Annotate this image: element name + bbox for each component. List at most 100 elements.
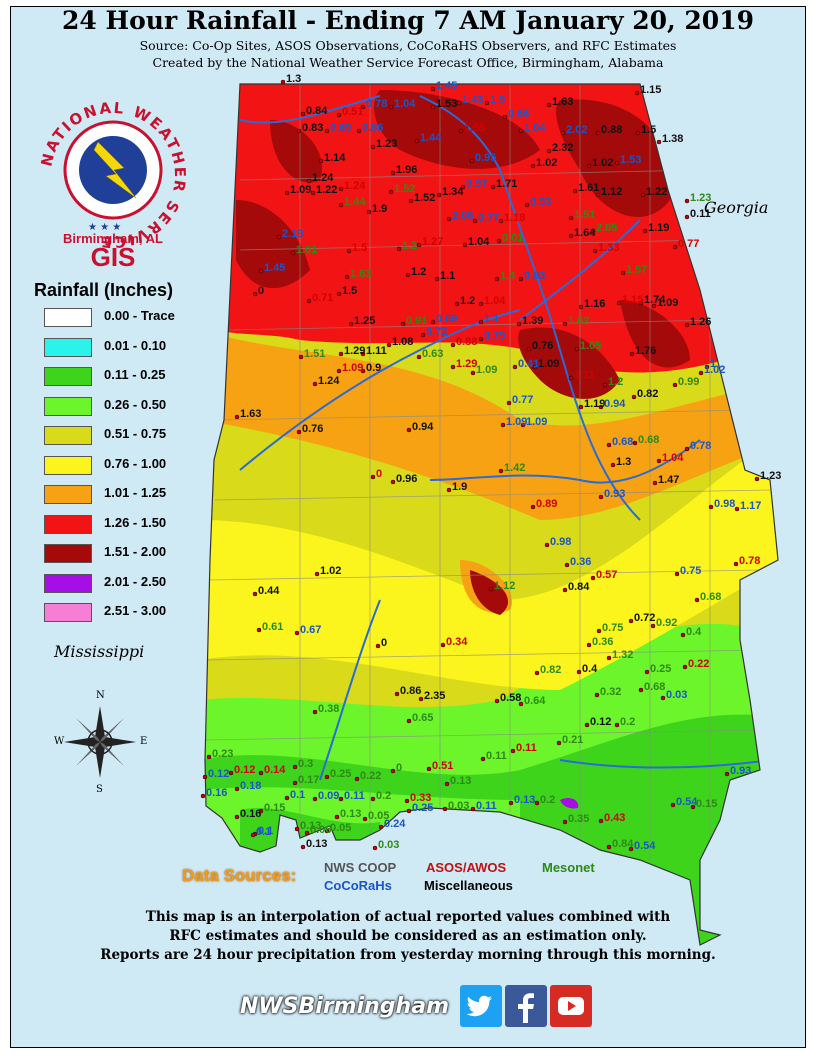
footer-handle: NWSBirmingham [240, 994, 449, 1019]
station-value-label: 0.68 [700, 591, 722, 603]
station-value-label: 1.08 [392, 336, 414, 348]
station-value-label: 0.72 [426, 326, 448, 338]
station-value-label: 1.42 [504, 462, 526, 474]
station-marker [400, 321, 406, 327]
station-marker [568, 375, 574, 381]
station-marker [684, 198, 690, 204]
station-value-label: 1.09 [526, 416, 548, 428]
station-value-label: 0.71 [312, 292, 334, 304]
station-marker [394, 691, 400, 697]
station-value-label: 0.83 [302, 122, 324, 134]
station-value-label: 1.16 [584, 298, 606, 310]
station-value-label: 1.11 [366, 345, 387, 357]
station-value-label: 1.63 [240, 408, 262, 420]
legend-label: 1.01 - 1.25 [104, 485, 167, 500]
station-marker [546, 102, 552, 108]
station-value-label: 0.4 [686, 626, 702, 638]
station-value-label: 0.03 [378, 839, 400, 851]
station-value-label: 0.13 [300, 820, 322, 832]
map-subtitle-source: Source: Co-Op Sites, ASOS Observations, … [139, 38, 677, 53]
station-value-label: 1.02 [320, 565, 342, 577]
station-marker [642, 228, 648, 234]
station-value-label: 2.32 [552, 142, 574, 154]
station-value-label: 0.14 [264, 764, 286, 776]
station-value-label: 0.84 [306, 105, 328, 117]
station-value-label: 0.84 [568, 581, 590, 593]
station-value-label: 2.05 [596, 222, 618, 234]
station-value-label: 0.38 [318, 703, 340, 715]
station-marker [360, 351, 366, 357]
station-value-label: 0.57 [596, 569, 618, 581]
station-marker [312, 381, 318, 387]
station-value-label: 0.68 [644, 681, 666, 693]
station-marker [406, 427, 412, 433]
station-marker [256, 627, 262, 633]
station-marker [684, 214, 690, 220]
youtube-icon[interactable] [550, 985, 592, 1027]
station-value-label: 1.52 [414, 192, 436, 204]
legend-swatch [44, 396, 92, 416]
station-value-label: 0.51 [432, 760, 454, 772]
station-value-label: 1.44 [420, 132, 442, 144]
station-value-label: 0 [258, 285, 265, 297]
station-value-label: 1.9 [452, 481, 468, 493]
legend-item: 1.01 - 1.25 [44, 485, 244, 505]
station-marker [338, 202, 344, 208]
station-value-label: 0.68 [638, 434, 660, 446]
station-marker [634, 90, 640, 96]
station-value-label: 0.2 [540, 794, 556, 806]
source-cocorahs: CoCoRaHs [324, 878, 392, 893]
station-marker [418, 696, 424, 702]
station-value-label: 0.79 [484, 330, 506, 342]
station-marker [420, 332, 426, 338]
station-value-label: 0.94 [412, 421, 434, 433]
station-value-label: 1.09 [342, 362, 364, 374]
station-marker [632, 440, 638, 446]
legend-label: 0.00 - Trace [104, 308, 175, 323]
station-value-label: 0.13 [340, 808, 362, 820]
station-value-label: 1.53 [436, 98, 458, 110]
compass-s: S [96, 784, 103, 795]
legend-label: 1.26 - 1.50 [104, 514, 167, 530]
twitter-icon[interactable] [460, 985, 502, 1027]
legend-item: 0.76 - 1.00 [44, 455, 244, 476]
station-marker [530, 504, 536, 510]
station-marker [635, 130, 641, 136]
station-marker [430, 104, 436, 110]
station-marker [284, 190, 290, 196]
station-marker [290, 250, 296, 256]
facebook-icon[interactable] [505, 985, 547, 1027]
station-marker [388, 104, 394, 110]
station-marker [596, 628, 602, 634]
station-value-label: 0.98 [714, 498, 736, 510]
station-marker [578, 304, 584, 310]
station-value-label: 1.04 [394, 98, 416, 110]
station-marker [450, 364, 456, 370]
station-marker [594, 692, 600, 698]
station-marker [672, 382, 678, 388]
station-marker [532, 364, 538, 370]
station-marker [640, 192, 646, 198]
station-marker [334, 814, 340, 820]
station-value-label: 1 [710, 358, 717, 370]
station-marker [576, 669, 582, 675]
station-value-label: 0.1 [258, 825, 274, 837]
station-value-label: 0.4 [582, 663, 598, 675]
station-marker [454, 301, 460, 307]
station-value-label: 1.19 [648, 222, 670, 234]
station-value-label: 1.51 [304, 348, 326, 360]
station-value-label: 0.09 [318, 790, 340, 802]
station-marker [250, 832, 256, 838]
station-marker [586, 163, 592, 169]
station-value-label: 0.65 [412, 712, 434, 724]
station-marker [518, 701, 524, 707]
station-marker [304, 830, 310, 836]
station-marker [404, 798, 410, 804]
station-marker [294, 826, 300, 832]
station-marker [606, 442, 612, 448]
station-marker [606, 655, 612, 661]
station-value-label: 1.11 [574, 369, 595, 381]
station-value-label: 0.2 [620, 716, 636, 728]
station-marker [344, 274, 350, 280]
station-marker [234, 814, 240, 820]
